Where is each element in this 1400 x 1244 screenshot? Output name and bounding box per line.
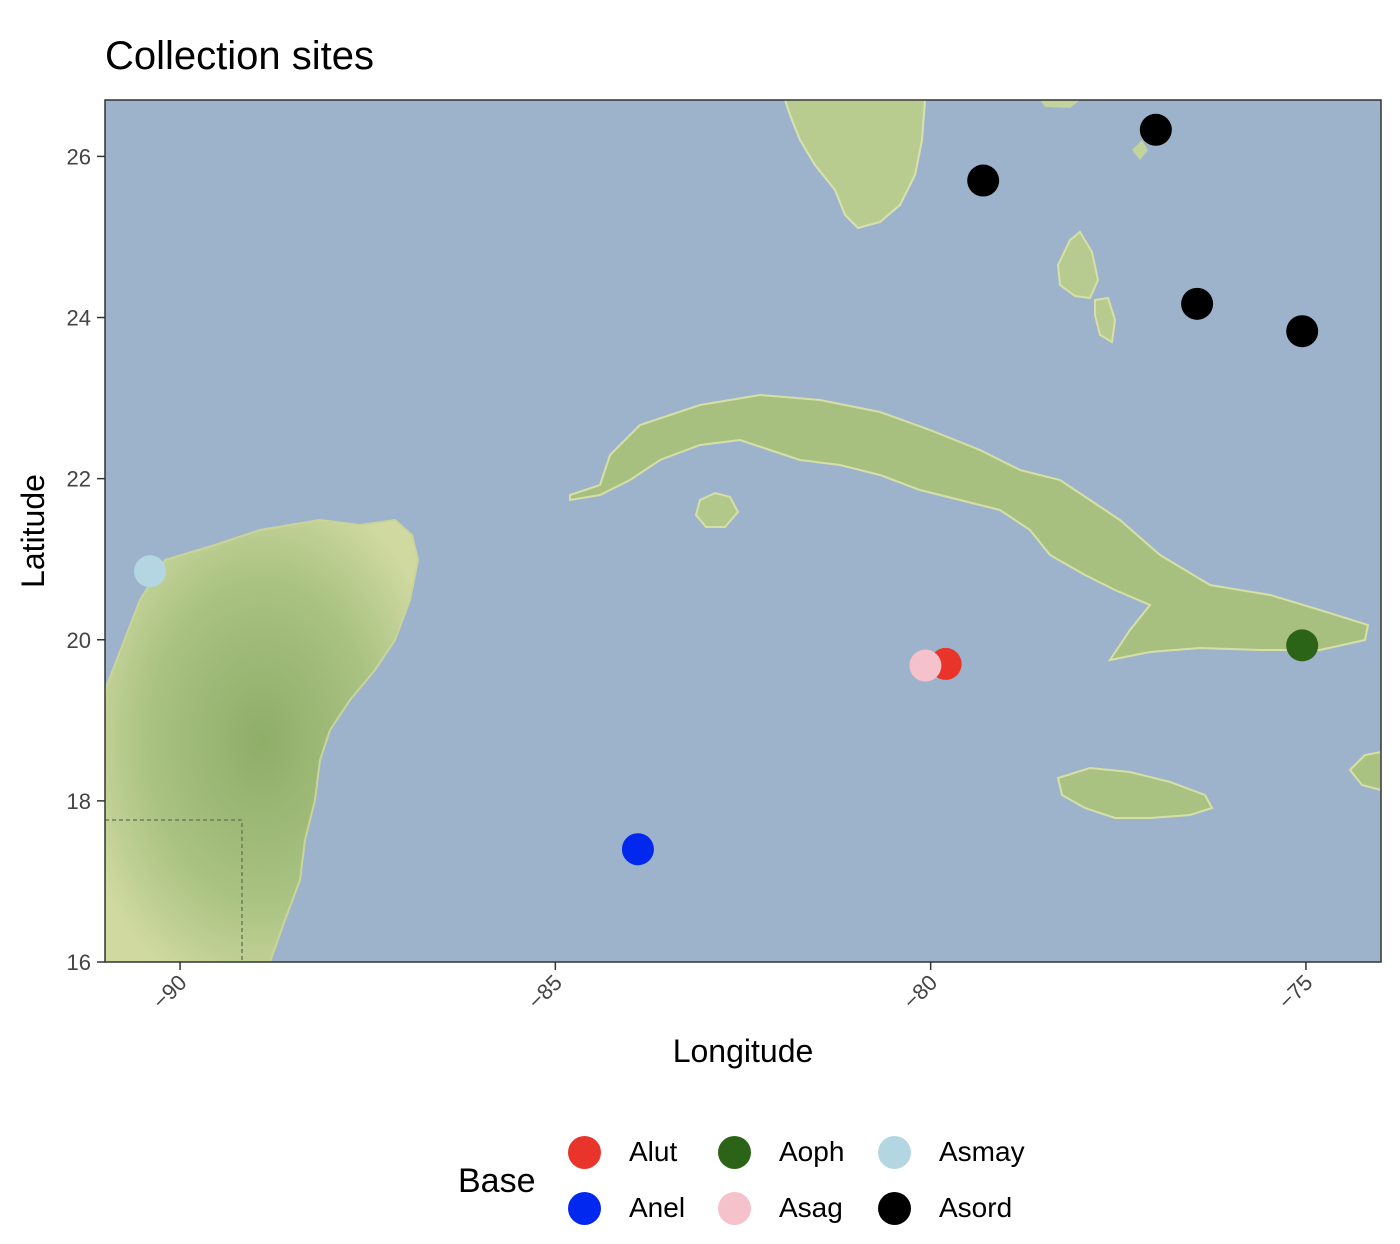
y-tick-label: 26 [67, 144, 91, 169]
legend-item-anel: Anel [568, 1188, 685, 1228]
legend-item-asag: Asag [718, 1188, 843, 1228]
bahamas-island-2 [1094, 296, 1117, 344]
legend-label: Asord [939, 1192, 1013, 1223]
legend-item-alut: Alut [568, 1132, 677, 1172]
y-tick-label: 18 [67, 789, 91, 814]
legend: Base Alut Aoph Asmay Anel Asag Asord [458, 1128, 1078, 1238]
hispaniola-edge [1348, 750, 1381, 792]
legend-label: Asmay [939, 1136, 1025, 1167]
isla-juventud [694, 491, 740, 528]
legend-item-aoph: Aoph [718, 1132, 844, 1172]
jamaica-landmass [1056, 766, 1214, 819]
y-tick-label: 20 [67, 628, 91, 653]
legend-key-asmay [878, 1135, 911, 1169]
bahamas-island-3 [1040, 100, 1080, 108]
yucatan-landmass [105, 518, 420, 962]
point-asmay [134, 555, 167, 588]
x-axis-title: Longitude [673, 1033, 814, 1069]
cuba-landmass [569, 393, 1370, 662]
point-asord [1139, 113, 1172, 146]
legend-label: Anel [629, 1192, 686, 1223]
legend-item-asmay: Asmay [878, 1132, 1025, 1172]
legend-key-alut [568, 1135, 601, 1169]
y-tick-label: 16 [67, 950, 91, 975]
legend-key-asord [878, 1191, 911, 1225]
legend-key-aoph [718, 1135, 751, 1169]
x-tick-label: −90 [148, 970, 192, 1014]
legend-key-asag [718, 1191, 751, 1225]
legend-label: Alut [629, 1136, 678, 1167]
legend-title: Base [458, 1162, 536, 1200]
panel-border [104, 99, 1382, 963]
florida-landmass [783, 100, 927, 230]
x-tick-label: −80 [898, 970, 942, 1014]
y-tick-label: 22 [67, 467, 91, 492]
chart-title: Collection sites [105, 34, 375, 78]
point-asag [909, 649, 942, 682]
x-tick-label: −85 [523, 970, 567, 1014]
legend-item-asord: Asord [878, 1188, 1012, 1228]
point-asord [967, 164, 1000, 197]
andros-island [1056, 230, 1100, 300]
x-tick-label: −75 [1273, 970, 1317, 1014]
point-aoph [1286, 629, 1319, 662]
data-points [134, 113, 1319, 866]
legend-label: Asag [779, 1192, 843, 1223]
legend-key-anel [568, 1191, 601, 1225]
y-tick-label: 24 [67, 306, 91, 331]
country-border [105, 819, 243, 962]
point-asord [1181, 287, 1214, 320]
legend-label: Aoph [779, 1136, 845, 1167]
point-asord [1286, 315, 1319, 348]
basemap-land [105, 100, 1381, 962]
bahamas-island-4 [1132, 140, 1148, 160]
point-anel [621, 833, 654, 866]
y-axis-title: Latitude [15, 474, 51, 588]
